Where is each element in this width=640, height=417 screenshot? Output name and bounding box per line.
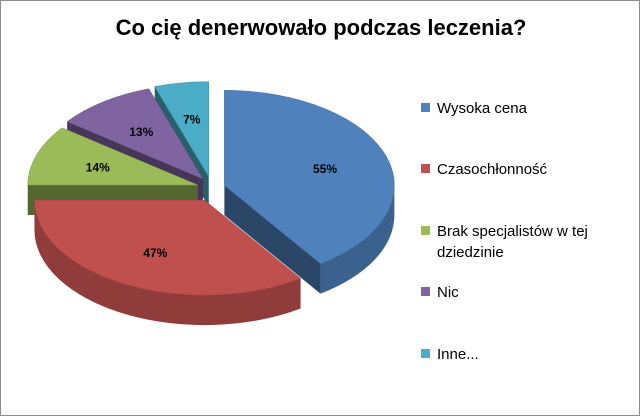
legend-item-4: Inne... bbox=[421, 344, 627, 365]
chart-title: Co cię denerwowało podczas leczenia? bbox=[115, 15, 527, 40]
legend-swatch bbox=[421, 226, 430, 235]
data-label-1: 47% bbox=[143, 246, 167, 260]
legend-swatch bbox=[421, 164, 430, 173]
slice-top bbox=[154, 81, 209, 178]
data-label-3: 13% bbox=[129, 125, 153, 139]
legend-label: Inne... bbox=[437, 346, 479, 363]
data-label-2: 14% bbox=[86, 160, 110, 174]
slice-top bbox=[27, 127, 198, 186]
legend-label: Brak specjalistów w tej dziedzinie bbox=[437, 223, 588, 261]
slice-top bbox=[34, 199, 302, 296]
legend-swatch bbox=[421, 103, 430, 112]
pie-slice-0 bbox=[224, 90, 395, 294]
legend-swatch bbox=[421, 287, 430, 296]
data-label-4: 7% bbox=[183, 113, 201, 127]
slice-top bbox=[66, 88, 204, 180]
pie-slice-1 bbox=[34, 199, 302, 326]
slice-wall bbox=[320, 185, 395, 294]
data-label-0: 55% bbox=[313, 162, 337, 176]
legend-swatch bbox=[421, 349, 430, 358]
slice-side bbox=[224, 185, 321, 294]
legend-label: Czasochłonność bbox=[437, 161, 548, 178]
legend-item-2: Brak specjalistów w tej dziedzinie bbox=[421, 221, 627, 263]
legend-label: Nic bbox=[437, 284, 459, 301]
legend: Wysoka cena Czasochłonność Brak specjalist… bbox=[421, 1, 640, 417]
legend-item-3: Nic bbox=[421, 282, 627, 303]
legend-label: Wysoka cena bbox=[437, 100, 527, 117]
legend-item-1: Czasochłonność bbox=[421, 159, 627, 180]
slice-top bbox=[224, 90, 395, 264]
legend-item-0: Wysoka cena bbox=[421, 98, 627, 119]
